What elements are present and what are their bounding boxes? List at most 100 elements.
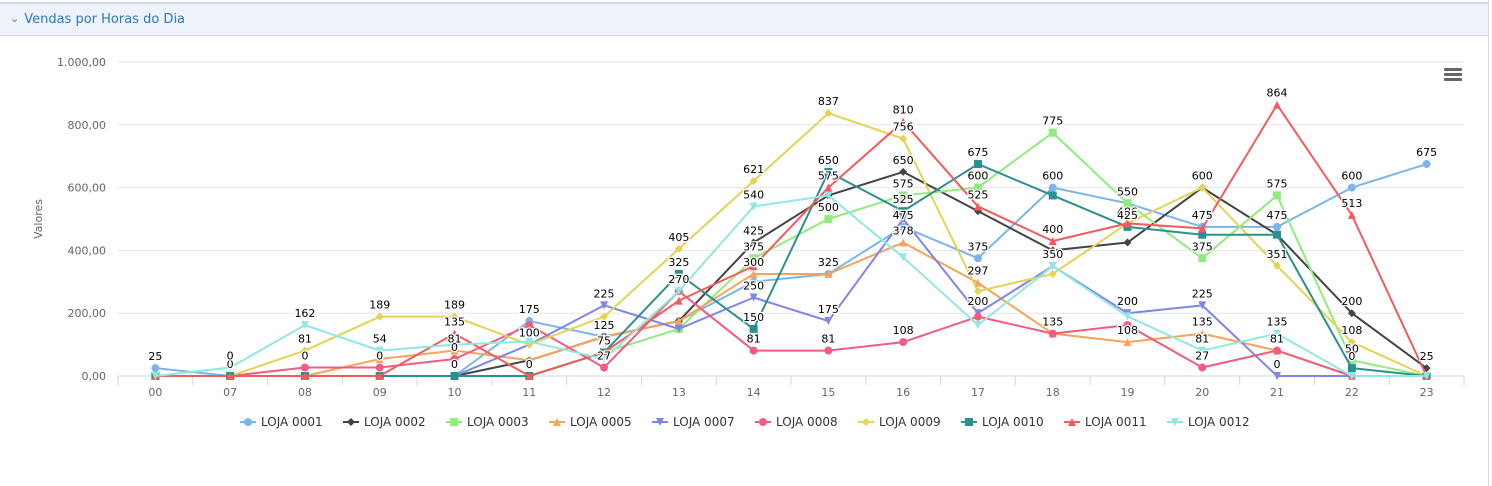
data-label: 650	[893, 154, 914, 167]
y-tick-label: 1.000,00	[57, 56, 106, 69]
marker-triangle-down	[674, 287, 683, 296]
data-label: 108	[893, 324, 914, 337]
legend-item[interactable]: LOJA 0003	[446, 415, 529, 429]
data-labels: 25 175 325 475 375 600 475 475 600 675 425 650 600 20…	[147, 85, 1438, 372]
marker-square	[1273, 230, 1282, 239]
data-label: 189	[369, 299, 390, 312]
series-loja-0010	[151, 160, 1431, 380]
marker-diamond	[899, 134, 908, 143]
legend-label: LOJA 0011	[1085, 415, 1147, 429]
legend-label: LOJA 0009	[879, 415, 941, 429]
legend-label: LOJA 0002	[364, 415, 426, 429]
data-label: 375	[743, 240, 764, 253]
legend-item[interactable]: LOJA 0002	[343, 415, 426, 429]
grid-lines	[118, 61, 1464, 314]
data-label: 135	[1192, 316, 1213, 329]
legend: LOJA 0001 LOJA 0002 LOJA 0003 LOJA 0005 LOJA…	[240, 415, 1250, 429]
data-label: 225	[594, 287, 615, 300]
marker-square	[450, 372, 459, 380]
data-label: 162	[294, 307, 315, 320]
data-label: 525	[893, 193, 914, 206]
hamburger-menu-icon	[1444, 68, 1462, 71]
marker-diamond	[450, 312, 459, 321]
panel-header[interactable]: ⌄ Vendas por Horas do Dia	[0, 2, 1488, 36]
marker-diamond	[1048, 269, 1057, 278]
series-line	[155, 194, 1427, 377]
marker-circle	[1123, 321, 1132, 330]
legend-label: LOJA 0007	[673, 415, 735, 429]
marker-circle	[450, 355, 459, 364]
legend-item[interactable]: LOJA 0001	[240, 415, 323, 429]
y-tick-label: 600,00	[68, 182, 107, 195]
marker-square	[749, 254, 758, 263]
marker-circle	[1273, 222, 1282, 231]
marker-triangle-down	[375, 346, 384, 355]
data-label: 600	[1192, 170, 1213, 183]
series-line	[155, 112, 1428, 377]
data-label: 475	[1192, 209, 1213, 222]
legend-item[interactable]: LOJA 0005	[549, 415, 632, 429]
data-label: 125	[594, 319, 615, 332]
marker-diamond	[973, 287, 982, 296]
marker-triangle	[973, 278, 982, 287]
marker-diamond	[674, 244, 683, 253]
marker-diamond	[1048, 246, 1057, 255]
data-label: 575	[818, 170, 839, 183]
x-tick-label: 08	[298, 386, 312, 399]
data-label: 621	[743, 163, 764, 176]
data-label: 108	[1341, 324, 1362, 337]
data-label: 81	[821, 333, 835, 346]
data-label: 0	[526, 358, 533, 371]
data-label: 325	[818, 256, 839, 269]
x-tick-label: 15	[821, 386, 835, 399]
marker-diamond	[600, 312, 609, 321]
marker-triangle	[600, 332, 609, 341]
data-label: 50	[1345, 342, 1359, 355]
y-axis-title: Valores	[32, 199, 45, 239]
marker-triangle	[674, 296, 683, 305]
marker-square	[965, 418, 973, 426]
data-label: 135	[1267, 316, 1288, 329]
legend-item[interactable]: LOJA 0009	[858, 415, 941, 429]
marker-diamond	[749, 238, 758, 247]
series-loja-0011	[151, 100, 1431, 380]
marker-circle	[600, 363, 609, 372]
data-label: 0	[1348, 350, 1355, 363]
x-tick-label: 16	[896, 386, 910, 399]
marker-diamond	[899, 167, 908, 176]
data-label: 27	[1195, 350, 1209, 363]
legend-item[interactable]: LOJA 0011	[1064, 415, 1147, 429]
data-label: 0	[301, 350, 308, 363]
data-label: 175	[519, 303, 540, 316]
data-label: 425	[743, 225, 764, 238]
legend-item[interactable]: LOJA 0010	[961, 415, 1044, 429]
data-label: 375	[1192, 240, 1213, 253]
marker-square	[749, 324, 758, 333]
marker-square	[1198, 230, 1207, 239]
marker-diamond	[862, 418, 870, 426]
marker-circle	[899, 222, 908, 231]
legend-item[interactable]: LOJA 0012	[1167, 415, 1250, 429]
data-label: 200	[967, 295, 988, 308]
data-label: 100	[519, 327, 540, 340]
marker-triangle	[226, 372, 235, 380]
series-line	[155, 163, 1427, 377]
marker-triangle-down	[450, 340, 459, 349]
legend-item[interactable]: LOJA 0007	[652, 415, 735, 429]
marker-square	[824, 215, 833, 223]
chevron-down-icon[interactable]: ⌄	[10, 12, 20, 25]
data-label: 25	[148, 350, 162, 363]
data-label: 300	[743, 256, 764, 269]
data-label: 550	[1117, 185, 1138, 198]
y-tick-label: 200,00	[68, 307, 107, 320]
series-loja-0012	[151, 191, 1431, 380]
legend-item[interactable]: LOJA 0008	[755, 415, 838, 429]
data-label: 0	[526, 358, 533, 371]
chart-context-menu-button[interactable]	[1444, 68, 1462, 82]
data-label: 600	[1042, 170, 1063, 183]
marker-triangle-down	[1422, 372, 1431, 380]
marker-triangle-down	[600, 301, 609, 310]
data-label: 600	[967, 170, 988, 183]
data-label: 864	[1267, 87, 1288, 100]
marker-triangle-down	[1273, 372, 1282, 380]
